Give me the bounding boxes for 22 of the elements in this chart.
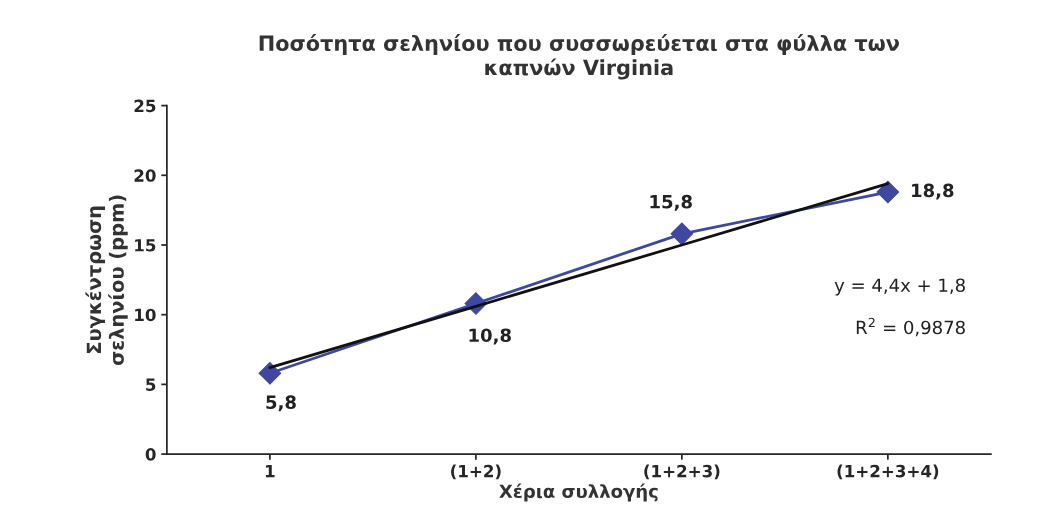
- x-tick-label: 1: [265, 465, 275, 478]
- y-tick-label: 10: [135, 308, 156, 322]
- y-tick-label: 0: [145, 448, 156, 461]
- data-label: 5,8: [266, 395, 296, 412]
- data-label: 15,8: [650, 194, 692, 211]
- point: [876, 180, 900, 204]
- annotation: R$^{2}$ = 0,9878: [856, 317, 965, 337]
- x-axis-title: Χέρια συλλογής: [499, 483, 658, 502]
- y-axis-title: Συγκέντρωση σεληνίου (ppm): [85, 195, 128, 366]
- y-tick-label: 20: [134, 169, 156, 182]
- y-tick-label: 5: [146, 378, 156, 391]
- y-tick-label: 25: [134, 99, 156, 113]
- y-tick-label: 15: [135, 239, 156, 252]
- annotation: y = 4,4x + 1,8: [834, 278, 965, 296]
- point: [670, 222, 694, 246]
- point: [258, 361, 282, 385]
- x-tick-label: (1+2+3+4): [837, 464, 939, 480]
- data-label: 18,8: [912, 183, 954, 200]
- x-tick-label: (1+2): [451, 464, 501, 480]
- x-tick-label: (1+2+3): [644, 464, 720, 480]
- chart-title: Ποσότητα σεληνίου που συσσωρεύεται στα φύλλα των καπνών Virginia: [259, 34, 899, 80]
- data-label: 10,8: [469, 328, 511, 345]
